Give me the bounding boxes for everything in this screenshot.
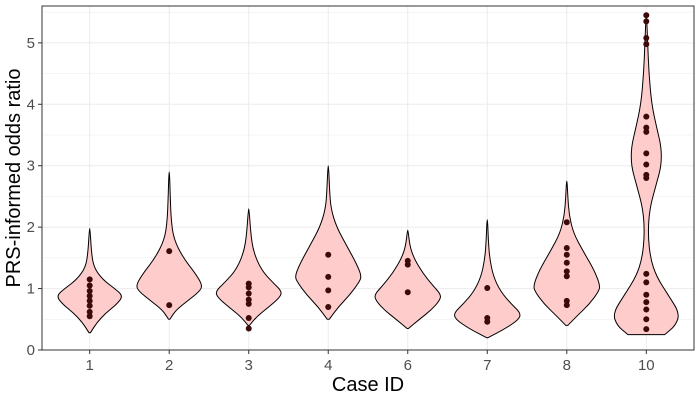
grid-lines	[42, 6, 694, 351]
y-tick-label: 5	[27, 35, 35, 52]
violin-case-7	[454, 219, 521, 339]
violin-case-2	[136, 171, 202, 320]
data-point	[643, 34, 650, 41]
data-point	[86, 308, 93, 315]
data-point	[643, 326, 650, 333]
x-tick-label: 7	[483, 357, 491, 374]
x-tick-label: 8	[563, 357, 571, 374]
data-point	[563, 219, 570, 226]
y-tick-label: 4	[27, 96, 35, 113]
data-point	[643, 270, 650, 277]
data-point	[563, 302, 570, 309]
data-point	[86, 292, 93, 299]
data-point	[484, 315, 491, 322]
data-point	[245, 280, 252, 287]
x-tick-label: 3	[245, 357, 253, 374]
y-axis-title: PRS-informed odds ratio	[3, 69, 25, 288]
data-point	[404, 257, 411, 264]
data-point	[563, 273, 570, 280]
data-point	[245, 325, 252, 332]
x-tick-label: 10	[638, 357, 655, 374]
y-tick-label: 1	[27, 281, 35, 298]
data-point	[325, 287, 332, 294]
data-point	[643, 299, 650, 306]
data-point	[166, 302, 173, 309]
violin-case-6	[374, 229, 441, 329]
panel-border	[41, 5, 695, 351]
data-point	[563, 297, 570, 304]
data-point	[643, 279, 650, 286]
x-axis-title: Case ID	[332, 374, 404, 396]
data-point	[245, 315, 252, 322]
x-axis: 1 2 3 4 6 7 8 10	[86, 350, 655, 374]
data-point	[86, 302, 93, 309]
data-point	[166, 248, 173, 255]
data-point	[86, 297, 93, 304]
data-point	[404, 289, 411, 296]
data-point	[86, 276, 93, 283]
data-point	[484, 284, 491, 291]
data-point	[245, 300, 252, 307]
violins	[57, 14, 679, 339]
data-point	[643, 306, 650, 313]
violin-case-3	[215, 208, 282, 326]
x-tick-label: 6	[404, 357, 412, 374]
y-axis: 0 1 2 3 4 5	[27, 35, 42, 359]
data-point	[245, 296, 252, 303]
data-point	[563, 251, 570, 258]
data-point	[643, 113, 650, 120]
data-point	[643, 124, 650, 131]
data-point	[643, 12, 650, 19]
data-point	[643, 18, 650, 25]
x-tick-label: 1	[86, 357, 94, 374]
data-point	[643, 150, 650, 157]
y-tick-label: 0	[27, 342, 35, 359]
data-point	[643, 128, 650, 135]
data-point	[643, 171, 650, 178]
data-point	[325, 304, 332, 310]
data-point	[643, 41, 650, 48]
y-tick-label: 3	[27, 158, 35, 175]
data-point	[563, 268, 570, 275]
data-point	[643, 291, 650, 298]
data-point	[643, 316, 650, 323]
data-point	[86, 282, 93, 289]
violin-case-4	[295, 165, 362, 320]
data-point	[563, 259, 570, 266]
data-point	[86, 313, 93, 320]
data-point	[643, 161, 650, 168]
x-tick-label: 4	[324, 357, 332, 374]
data-point	[563, 245, 570, 252]
data-point	[245, 290, 252, 297]
data-points	[86, 12, 650, 333]
y-tick-label: 2	[27, 219, 35, 236]
data-point	[86, 288, 93, 295]
x-tick-label: 2	[165, 357, 173, 374]
data-point	[325, 251, 332, 258]
data-point	[325, 273, 332, 280]
